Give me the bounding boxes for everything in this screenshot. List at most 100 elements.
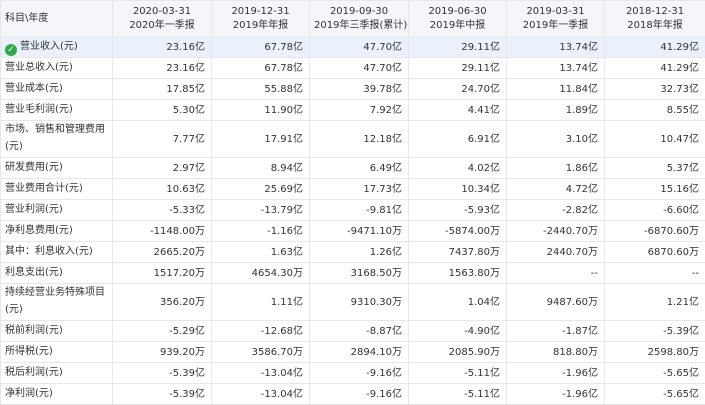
value-cell: -9.16亿 bbox=[310, 384, 409, 405]
value-cell: 11.84亿 bbox=[507, 79, 605, 100]
value-cell: 7.92亿 bbox=[310, 100, 409, 121]
value-cell: 13.74亿 bbox=[507, 58, 605, 79]
value-cell: 2598.80万 bbox=[605, 342, 705, 363]
value-cell: 17.91亿 bbox=[212, 121, 310, 158]
value-cell: 13.74亿 bbox=[507, 37, 605, 58]
value-cell: 3.10亿 bbox=[507, 121, 605, 158]
value-cell: 47.70亿 bbox=[310, 58, 409, 79]
value-cell: 1.89亿 bbox=[507, 100, 605, 121]
table-row[interactable]: 营业利润(元)-5.33亿-13.79亿-9.81亿-5.93亿-2.82亿-6… bbox=[1, 200, 705, 221]
value-cell: -1.96亿 bbox=[507, 384, 605, 405]
column-period: 2018年年报 bbox=[609, 19, 701, 33]
value-cell: 3168.50万 bbox=[310, 263, 409, 284]
column-period: 2019年年报 bbox=[216, 19, 305, 33]
column-date: 2019-09-30 bbox=[314, 5, 404, 19]
value-cell: -1.87亿 bbox=[507, 321, 605, 342]
value-cell: 6870.60万 bbox=[605, 242, 705, 263]
column-period: 2019年一季报 bbox=[511, 19, 600, 33]
column-period: 2019年中报 bbox=[413, 19, 502, 33]
value-cell: 29.11亿 bbox=[409, 37, 507, 58]
value-cell: -1.96亿 bbox=[507, 363, 605, 384]
row-label-cell: 税后利润(元) bbox=[1, 363, 113, 384]
value-cell: -5.39亿 bbox=[605, 321, 705, 342]
row-label-cell: 研发费用(元) bbox=[1, 158, 113, 179]
value-cell: 1517.20万 bbox=[113, 263, 212, 284]
row-label: 市场、销售和管理费用(元) bbox=[5, 124, 105, 152]
value-cell: -- bbox=[605, 263, 705, 284]
value-cell: 10.34亿 bbox=[409, 179, 507, 200]
value-cell: 4654.30万 bbox=[212, 263, 310, 284]
row-label-cell: 营业总收入(元) bbox=[1, 58, 113, 79]
value-cell: 2085.90万 bbox=[409, 342, 507, 363]
value-cell: -6.60亿 bbox=[605, 200, 705, 221]
value-cell: 11.90亿 bbox=[212, 100, 310, 121]
value-cell: 10.63亿 bbox=[113, 179, 212, 200]
row-label: 营业利润(元) bbox=[5, 204, 63, 215]
value-cell: 2.97亿 bbox=[113, 158, 212, 179]
value-cell: 17.73亿 bbox=[310, 179, 409, 200]
row-label: 营业费用合计(元) bbox=[5, 183, 83, 194]
value-cell: 1.63亿 bbox=[212, 242, 310, 263]
row-label-cell: 市场、销售和管理费用(元) bbox=[1, 121, 113, 158]
value-cell: -5.65亿 bbox=[605, 384, 705, 405]
value-cell: 15.16亿 bbox=[605, 179, 705, 200]
value-cell: -5.39亿 bbox=[113, 363, 212, 384]
value-cell: 1.86亿 bbox=[507, 158, 605, 179]
value-cell: 1563.80万 bbox=[409, 263, 507, 284]
value-cell: 939.20万 bbox=[113, 342, 212, 363]
row-label: 营业成本(元) bbox=[5, 83, 63, 94]
value-cell: 5.37亿 bbox=[605, 158, 705, 179]
value-cell: 4.41亿 bbox=[409, 100, 507, 121]
value-cell: 3586.70万 bbox=[212, 342, 310, 363]
value-cell: -5.29亿 bbox=[113, 321, 212, 342]
value-cell: 12.18亿 bbox=[310, 121, 409, 158]
row-label: 所得税(元) bbox=[5, 346, 53, 357]
row-label-cell: 净利息费用(元) bbox=[1, 221, 113, 242]
table-row[interactable]: 净利润(元)-5.39亿-13.04亿-9.16亿-5.11亿-1.96亿-5.… bbox=[1, 384, 705, 405]
row-label: 税前利润(元) bbox=[5, 325, 63, 336]
value-cell: 55.88亿 bbox=[212, 79, 310, 100]
value-cell: -5.39亿 bbox=[113, 384, 212, 405]
value-cell: 67.78亿 bbox=[212, 37, 310, 58]
value-cell: -13.04亿 bbox=[212, 363, 310, 384]
table-row[interactable]: 净利息费用(元)-1148.00万-1.16亿-9471.10万-5874.00… bbox=[1, 221, 705, 242]
row-label-cell: 营业费用合计(元) bbox=[1, 179, 113, 200]
value-cell: 1.26亿 bbox=[310, 242, 409, 263]
value-cell: 2894.10万 bbox=[310, 342, 409, 363]
table-row[interactable]: 税后利润(元)-5.39亿-13.04亿-9.16亿-5.11亿-1.96亿-5… bbox=[1, 363, 705, 384]
value-cell: 356.20万 bbox=[113, 284, 212, 321]
value-cell: 10.47亿 bbox=[605, 121, 705, 158]
value-cell: 8.94亿 bbox=[212, 158, 310, 179]
value-cell: 7.77亿 bbox=[113, 121, 212, 158]
value-cell: 2440.70万 bbox=[507, 242, 605, 263]
value-cell: 6.49亿 bbox=[310, 158, 409, 179]
value-cell: -5.11亿 bbox=[409, 363, 507, 384]
table-row[interactable]: 税前利润(元)-5.29亿-12.68亿-8.87亿-4.90亿-1.87亿-5… bbox=[1, 321, 705, 342]
row-label: 营业毛利润(元) bbox=[5, 104, 73, 115]
value-cell: 23.16亿 bbox=[113, 58, 212, 79]
row-label: 利息支出(元) bbox=[5, 267, 63, 278]
value-cell: 41.29亿 bbox=[605, 37, 705, 58]
value-cell: 9487.60万 bbox=[507, 284, 605, 321]
value-cell: -13.79亿 bbox=[212, 200, 310, 221]
row-label-cell: 净利润(元) bbox=[1, 384, 113, 405]
